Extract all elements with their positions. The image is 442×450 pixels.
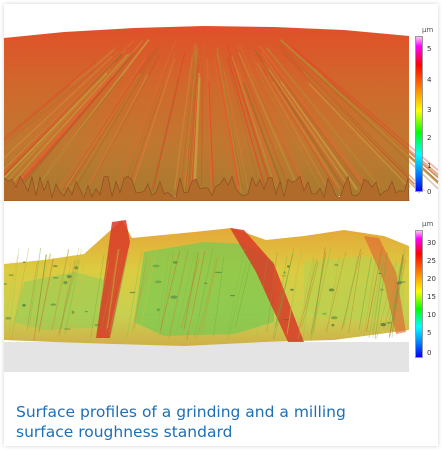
grinding-surface-panel: µm 5 4 3 2 1 0	[4, 6, 438, 201]
unit-label-top: µm	[422, 26, 434, 34]
tick-label-top: 3	[427, 106, 432, 114]
milling-surface-image	[4, 202, 438, 372]
grinding-surface-image	[4, 6, 438, 201]
tick-label-top: 2	[427, 134, 432, 142]
tick-label-bottom: 5	[427, 329, 432, 337]
figure-caption: Surface profiles of a grinding and a mil…	[16, 402, 436, 442]
tick-label-bottom: 15	[427, 293, 436, 301]
tick-label-bottom: 25	[427, 257, 436, 265]
tick-label-bottom: 0	[427, 349, 432, 357]
tick-label-top: 1	[427, 162, 432, 170]
tick-label-bottom: 30	[427, 239, 436, 247]
unit-label-bottom: µm	[422, 220, 434, 228]
tick-label-bottom: 10	[427, 311, 436, 319]
figure-card: µm 5 4 3 2 1 0	[4, 4, 438, 446]
caption-line: surface roughness standard	[16, 423, 233, 441]
tick-label-top: 4	[427, 76, 432, 84]
tick-label-bottom: 20	[427, 275, 436, 283]
caption-line: Surface profiles of a grinding and a mil…	[16, 403, 346, 421]
height-colorbar-top	[415, 36, 423, 192]
tick-label-top: 0	[427, 188, 432, 196]
milling-surface-panel: µm 30 25 20 15 10 5 0	[4, 202, 438, 372]
height-colorbar-bottom	[415, 230, 423, 358]
tick-label-top: 5	[427, 45, 432, 53]
